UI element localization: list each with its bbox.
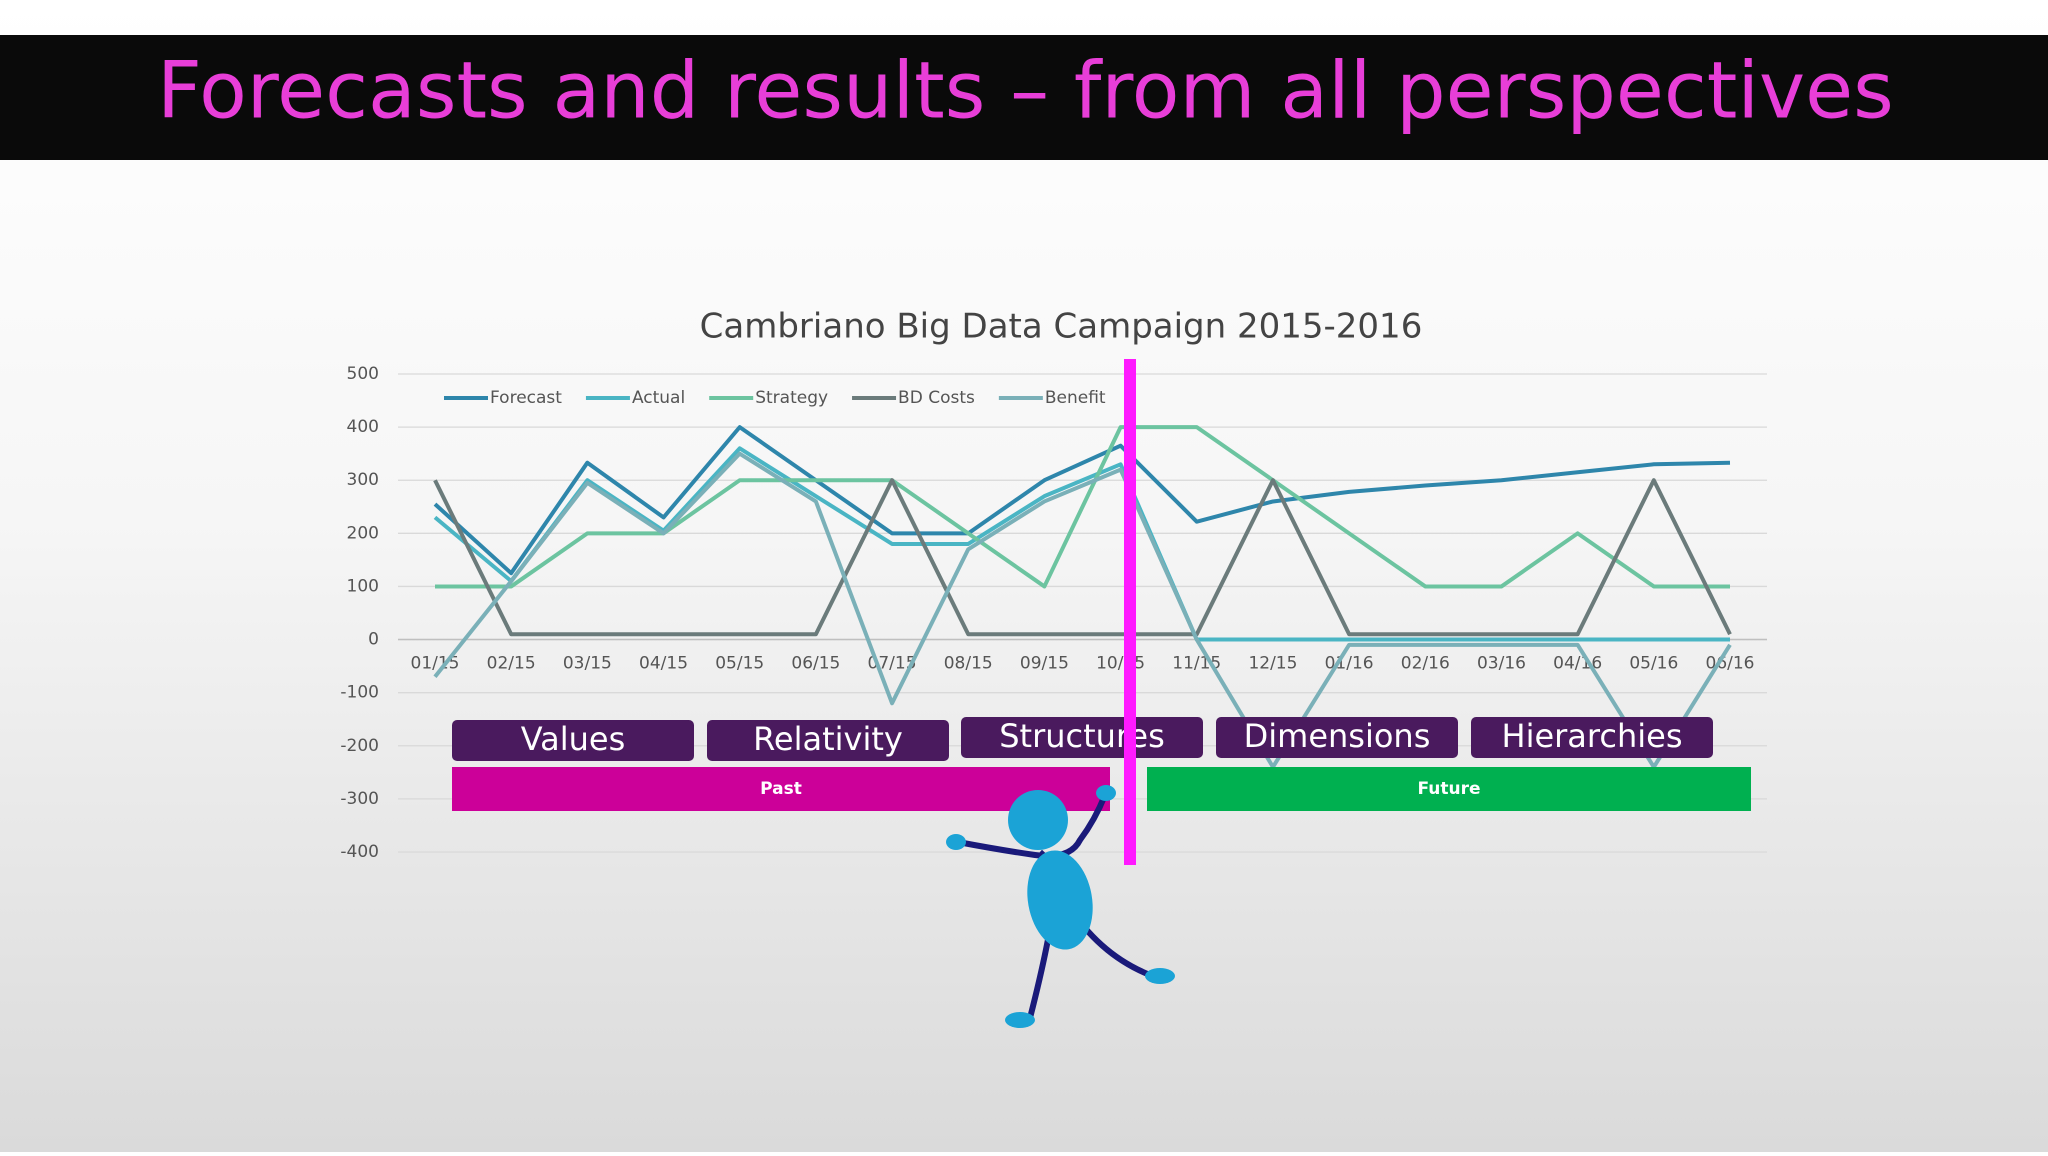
x-tick-label: 09/15 — [1020, 654, 1069, 674]
series-line — [433, 446, 1730, 642]
legend-entry: Actual — [632, 388, 685, 408]
legend-entry: Forecast — [490, 388, 562, 408]
y-tick-label: 0 — [368, 630, 379, 650]
x-tick-label: 02/15 — [487, 654, 536, 674]
title-bar — [0, 35, 2048, 160]
y-tick-label: 100 — [347, 576, 379, 596]
x-tick-label: 06/15 — [791, 654, 840, 674]
legend-entry: Benefit — [1045, 388, 1106, 408]
future-label: Future — [1417, 779, 1480, 799]
past-bar — [452, 767, 1110, 811]
x-tick-label: 04/16 — [1553, 654, 1602, 674]
x-tick-label: 10/15 — [1096, 654, 1145, 674]
y-tick-label: 500 — [347, 364, 379, 384]
x-tick-label: 06/16 — [1706, 654, 1755, 674]
y-tick-label: 200 — [347, 523, 379, 543]
y-tick-label: 300 — [347, 470, 379, 490]
perspective-box — [1471, 717, 1713, 758]
past-label: Past — [760, 779, 802, 799]
stick-figure — [946, 785, 1175, 1028]
perspective-label: Hierarchies — [1502, 717, 1683, 755]
legend-entry: Strategy — [755, 388, 828, 408]
x-tick-label: 03/16 — [1477, 654, 1526, 674]
x-tick-label: 04/15 — [639, 654, 688, 674]
perspective-label: Values — [521, 720, 626, 758]
x-tick-label: 08/15 — [944, 654, 993, 674]
slide-title: Forecasts and results – from all perspec… — [157, 46, 1894, 136]
x-tick-label: 05/16 — [1629, 654, 1678, 674]
perspective-box — [1216, 717, 1458, 758]
future-bar — [1147, 767, 1751, 811]
x-tick-label: 05/15 — [715, 654, 764, 674]
y-tick-label: -400 — [340, 842, 379, 862]
perspective-boxes: Values Relativity Structures Dimensions … — [452, 717, 1713, 761]
legend-entry: BD Costs — [898, 388, 975, 408]
now-marker — [1124, 359, 1136, 865]
series-line — [435, 425, 1730, 589]
x-tick-label: 01/16 — [1325, 654, 1374, 674]
series-line — [433, 451, 1732, 770]
perspective-label: Dimensions — [1244, 717, 1431, 755]
series-line — [433, 425, 1731, 576]
chart-title: Cambriano Big Data Campaign 2015-2016 — [700, 307, 1423, 347]
y-tick-label: -200 — [340, 736, 379, 756]
perspective-label: Relativity — [753, 720, 903, 758]
y-tick-label: -300 — [340, 789, 379, 809]
x-tick-label: 02/16 — [1401, 654, 1450, 674]
perspective-box — [961, 717, 1203, 758]
series-line — [433, 478, 1732, 637]
perspective-label: Structures — [999, 717, 1165, 755]
perspective-box — [452, 720, 694, 761]
x-tick-label: 03/15 — [563, 654, 612, 674]
perspective-box — [707, 720, 949, 761]
y-tick-label: 400 — [347, 417, 379, 437]
y-tick-label: -100 — [340, 683, 379, 703]
x-tick-label: 12/15 — [1248, 654, 1297, 674]
